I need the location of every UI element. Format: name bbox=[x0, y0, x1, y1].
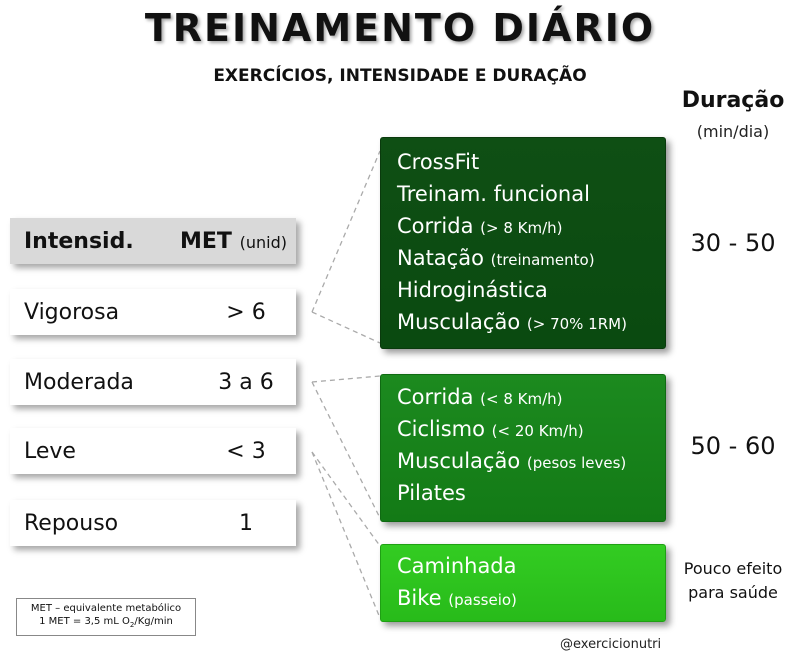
duration-unit: (min/dia) bbox=[696, 122, 770, 141]
row-met: < 3 bbox=[226, 439, 266, 464]
activity-line: Corrida (< 8 Km/h) bbox=[397, 385, 563, 409]
duration-vigorous: 30 - 50 bbox=[690, 229, 776, 257]
duration-moderate: 50 - 60 bbox=[690, 432, 776, 460]
light-activities-box: Caminhada Bike (passeio) bbox=[380, 544, 666, 622]
row-met: 3 a 6 bbox=[218, 370, 274, 395]
duration-header: Duração bbox=[681, 88, 785, 113]
row-label: Moderada bbox=[24, 370, 134, 395]
connector-leve-bottom bbox=[311, 451, 381, 619]
table-row: Repouso 1 bbox=[10, 500, 296, 546]
credit-handle: @exercicionutri bbox=[560, 637, 662, 652]
activity-line: Corrida (> 8 Km/h) bbox=[397, 214, 563, 238]
row-label: Vigorosa bbox=[24, 300, 120, 325]
header-met: MET (unid) bbox=[180, 229, 287, 254]
activity-line: Hidroginástica bbox=[397, 278, 548, 302]
activity-line: Musculação (pesos leves) bbox=[397, 449, 627, 473]
row-met: 1 bbox=[239, 511, 253, 536]
page-title: TREINAMENTO DIÁRIO bbox=[144, 6, 656, 50]
table-row: Moderada 3 a 6 bbox=[10, 359, 296, 405]
activity-line: CrossFit bbox=[397, 150, 480, 174]
activity-line: Caminhada bbox=[397, 554, 517, 578]
row-label: Leve bbox=[24, 439, 76, 464]
activity-line: Musculação (> 70% 1RM) bbox=[397, 310, 627, 334]
vigorous-activities-box: CrossFit Treinam. funcional Corrida (> 8… bbox=[380, 137, 666, 349]
connector-moderada-bottom bbox=[311, 381, 381, 519]
page-subtitle: EXERCÍCIOS, INTENSIDADE E DURAÇÃO bbox=[213, 66, 587, 86]
light-effect-note: Pouco efeito para saúde bbox=[683, 559, 783, 602]
connector-moderada-top bbox=[311, 375, 381, 383]
activity-line: Treinam. funcional bbox=[397, 182, 590, 206]
table-row: Leve < 3 bbox=[10, 428, 296, 474]
row-label: Repouso bbox=[24, 511, 119, 536]
activity-line: Ciclismo (< 20 Km/h) bbox=[397, 417, 584, 441]
moderate-activities-box: Corrida (< 8 Km/h) Ciclismo (< 20 Km/h) … bbox=[380, 374, 666, 522]
connector-leve-top bbox=[311, 451, 381, 547]
table-row: Vigorosa > 6 bbox=[10, 289, 296, 335]
met-legend: MET – equivalente metabólico 1 MET = 3,5… bbox=[16, 598, 196, 636]
table-header-row: Intensid. MET (unid) bbox=[10, 218, 296, 264]
activity-line: Natação (treinamento) bbox=[397, 246, 595, 270]
activity-line: Bike (passeio) bbox=[397, 586, 517, 610]
connector-vigorosa-top bbox=[311, 150, 381, 313]
header-intensity: Intensid. bbox=[24, 229, 134, 254]
row-met: > 6 bbox=[226, 300, 266, 325]
activity-line: Pilates bbox=[397, 481, 466, 505]
connector-vigorosa-bottom bbox=[311, 311, 381, 344]
